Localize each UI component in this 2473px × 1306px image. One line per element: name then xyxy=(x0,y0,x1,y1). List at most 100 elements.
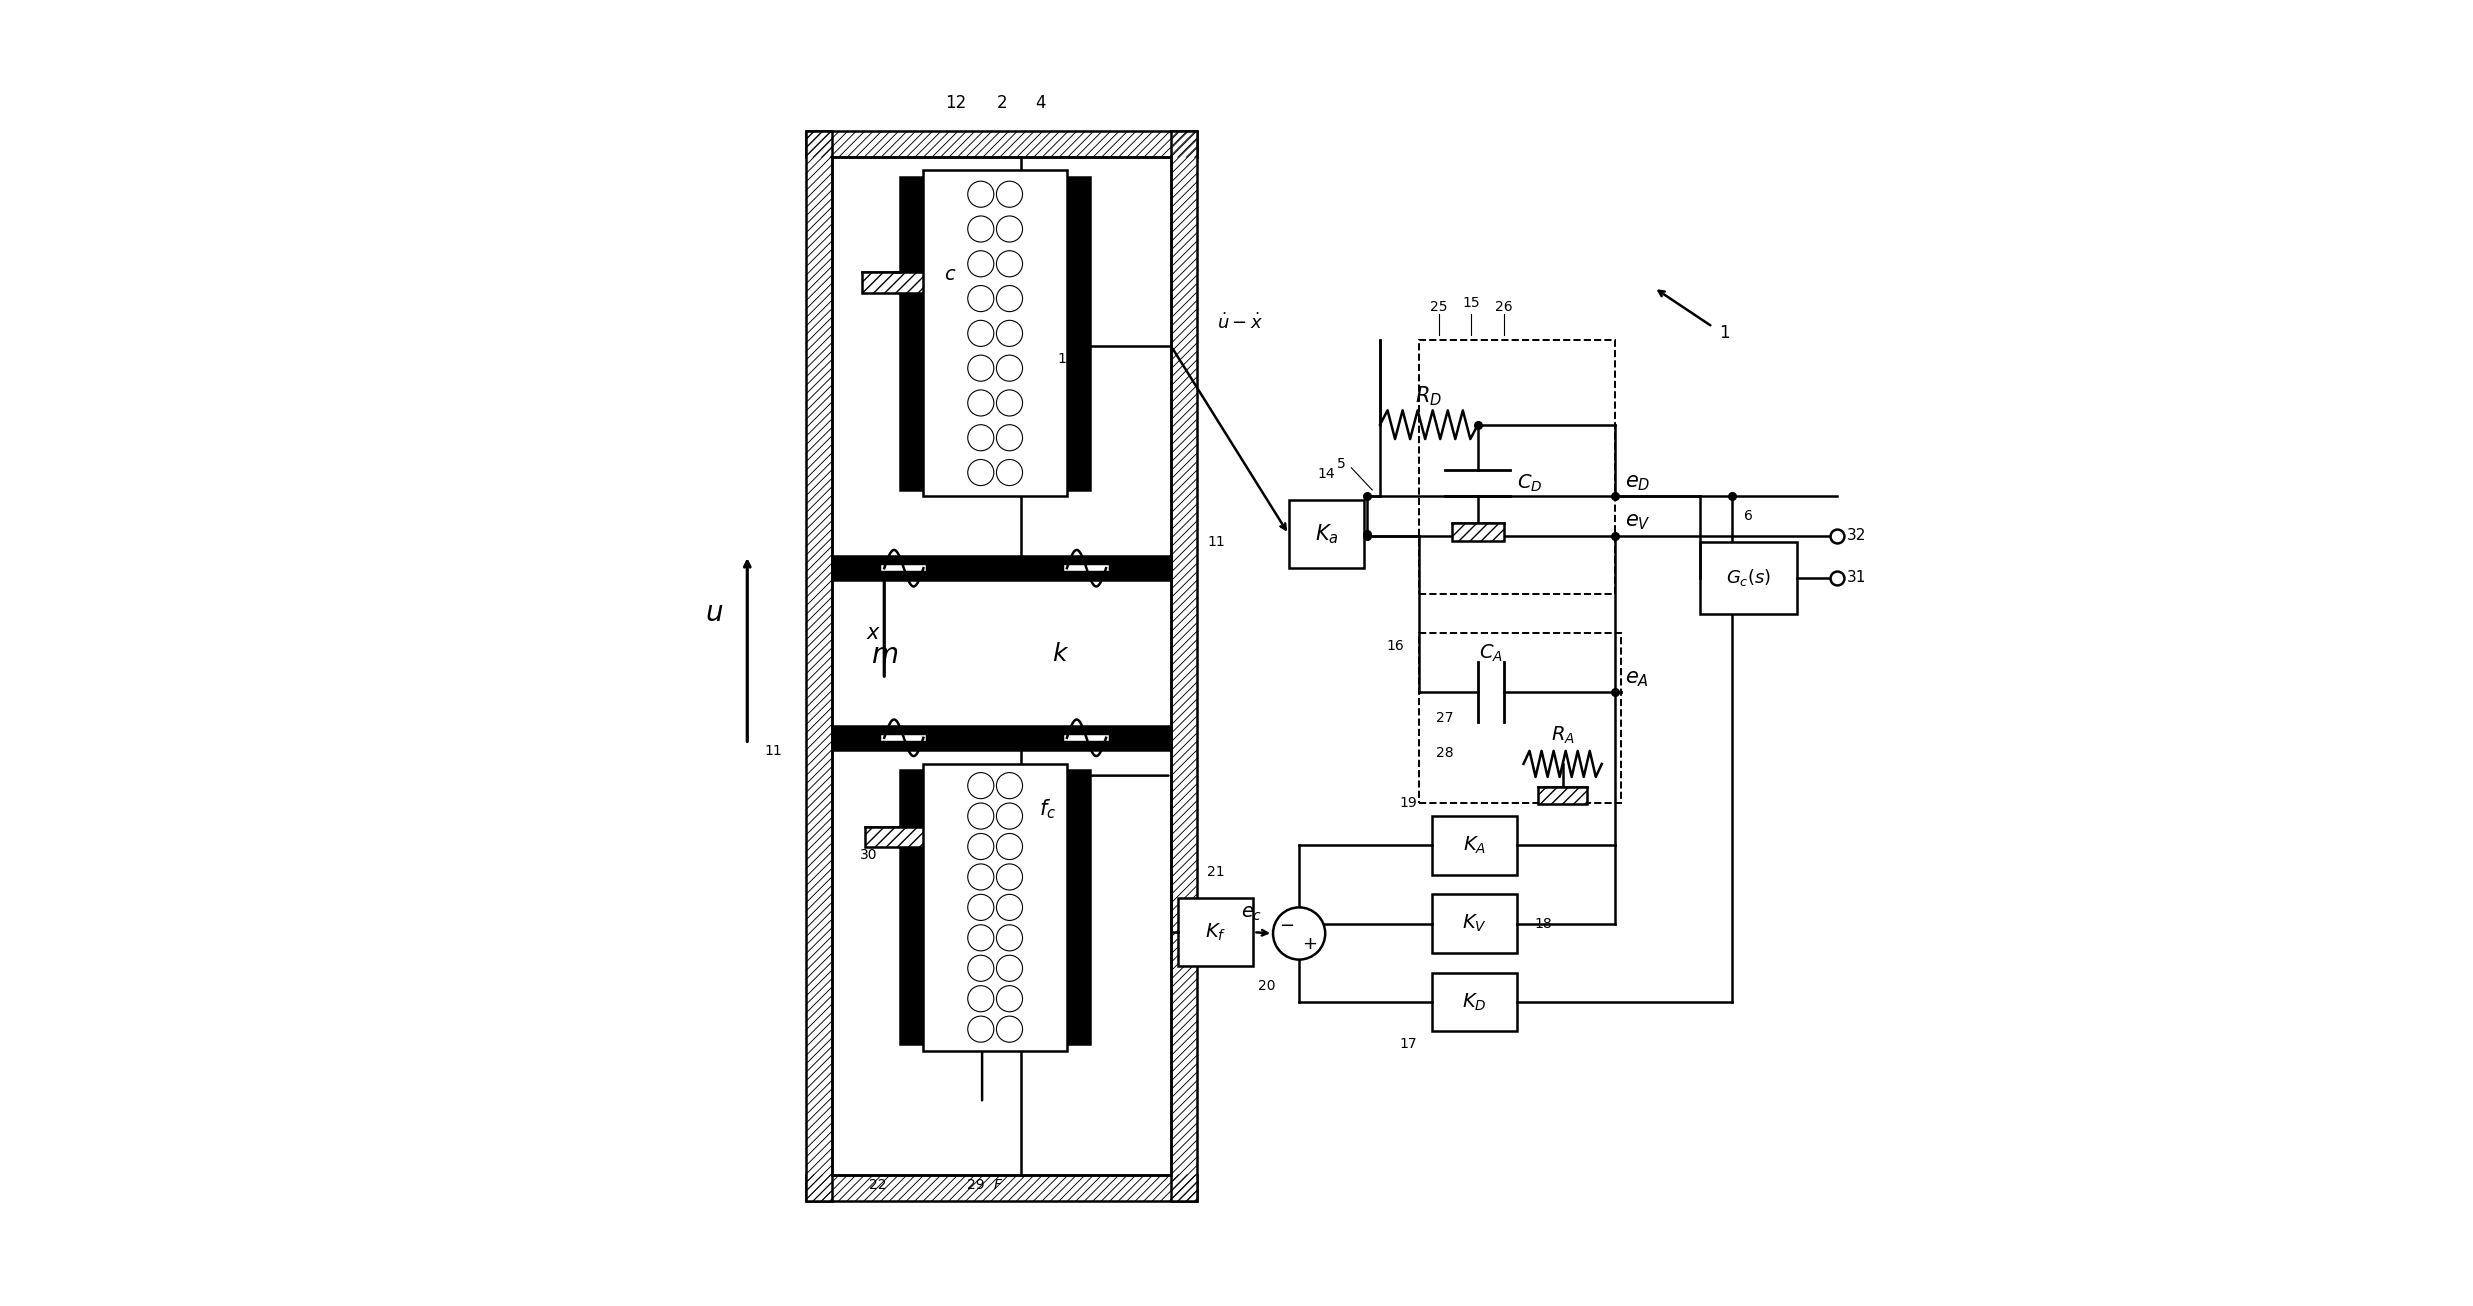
Circle shape xyxy=(997,773,1021,799)
Bar xyxy=(863,272,927,293)
Bar xyxy=(1432,816,1516,875)
Text: 19: 19 xyxy=(1400,797,1417,810)
Bar xyxy=(806,1175,1197,1202)
Text: $C_A$: $C_A$ xyxy=(1479,643,1504,663)
Bar xyxy=(1420,340,1615,594)
Circle shape xyxy=(967,460,994,486)
Circle shape xyxy=(967,251,994,277)
Text: $e_D$: $e_D$ xyxy=(1625,474,1649,494)
Bar xyxy=(1066,176,1091,490)
Text: $R_A$: $R_A$ xyxy=(1551,725,1575,746)
Circle shape xyxy=(967,895,994,921)
Text: $R_D$: $R_D$ xyxy=(1415,384,1442,407)
Circle shape xyxy=(997,460,1021,486)
Circle shape xyxy=(997,955,1021,981)
Bar xyxy=(1432,895,1516,953)
Text: 1: 1 xyxy=(1719,324,1729,342)
Text: 18: 18 xyxy=(1533,917,1553,931)
Text: 14: 14 xyxy=(1318,466,1335,481)
Text: 26: 26 xyxy=(1496,300,1513,315)
Text: 6: 6 xyxy=(1743,508,1753,522)
Bar xyxy=(900,771,922,1045)
Circle shape xyxy=(967,803,994,829)
Text: 11: 11 xyxy=(764,744,781,757)
Text: $c$: $c$ xyxy=(945,265,957,283)
Bar xyxy=(806,131,831,1202)
Text: $K_A$: $K_A$ xyxy=(1464,835,1486,855)
Bar xyxy=(1452,522,1504,541)
Bar xyxy=(866,827,930,848)
Bar xyxy=(922,170,1066,496)
Text: $K_V$: $K_V$ xyxy=(1462,913,1486,934)
Bar xyxy=(831,157,1172,1175)
Text: $e_V$: $e_V$ xyxy=(1625,513,1652,533)
Bar xyxy=(922,764,1066,1051)
Text: 31: 31 xyxy=(1847,571,1867,585)
Bar xyxy=(1538,788,1588,804)
Circle shape xyxy=(997,215,1021,242)
Bar xyxy=(831,726,1172,750)
Text: 22: 22 xyxy=(868,1178,885,1192)
Text: 11: 11 xyxy=(1207,535,1227,549)
Text: 17: 17 xyxy=(1400,1037,1417,1051)
Text: $G_c(s)$: $G_c(s)$ xyxy=(1726,568,1771,589)
Circle shape xyxy=(967,955,994,981)
Circle shape xyxy=(967,424,994,451)
Text: $x$: $x$ xyxy=(866,624,880,643)
Text: $K_a$: $K_a$ xyxy=(1316,522,1338,546)
Circle shape xyxy=(967,355,994,381)
Bar xyxy=(1420,633,1622,803)
Circle shape xyxy=(997,390,1021,417)
Circle shape xyxy=(997,803,1021,829)
Bar xyxy=(806,131,1197,157)
Text: 25: 25 xyxy=(1429,300,1447,315)
Circle shape xyxy=(997,833,1021,859)
Circle shape xyxy=(967,1016,994,1042)
Circle shape xyxy=(997,182,1021,208)
Circle shape xyxy=(997,251,1021,277)
Circle shape xyxy=(967,390,994,417)
Bar xyxy=(900,176,922,490)
Text: 29: 29 xyxy=(967,1178,984,1192)
Circle shape xyxy=(997,986,1021,1012)
Bar xyxy=(1432,973,1516,1032)
Bar xyxy=(831,157,1172,1175)
Circle shape xyxy=(967,182,994,208)
Bar xyxy=(1066,771,1091,1045)
Text: $C_D$: $C_D$ xyxy=(1516,473,1543,494)
Circle shape xyxy=(997,355,1021,381)
Text: 30: 30 xyxy=(861,848,878,862)
Text: $e_c$: $e_c$ xyxy=(1241,905,1264,923)
Text: $K_f$: $K_f$ xyxy=(1204,922,1227,943)
Text: $e_A$: $e_A$ xyxy=(1625,669,1649,688)
Text: F: F xyxy=(994,1178,1002,1192)
Circle shape xyxy=(967,925,994,951)
Circle shape xyxy=(997,424,1021,451)
Text: $K_D$: $K_D$ xyxy=(1462,991,1486,1012)
Circle shape xyxy=(997,320,1021,346)
Bar xyxy=(1699,542,1798,614)
Circle shape xyxy=(997,286,1021,312)
Circle shape xyxy=(967,863,994,889)
Circle shape xyxy=(997,863,1021,889)
Circle shape xyxy=(997,1016,1021,1042)
Circle shape xyxy=(967,286,994,312)
Bar xyxy=(1288,500,1365,568)
Text: 12: 12 xyxy=(945,94,967,111)
Circle shape xyxy=(997,895,1021,921)
Text: $m$: $m$ xyxy=(870,643,898,669)
Circle shape xyxy=(967,215,994,242)
Text: 13: 13 xyxy=(1058,353,1076,367)
Text: 27: 27 xyxy=(1437,712,1454,725)
Bar xyxy=(831,556,1172,580)
Bar xyxy=(1177,899,1254,966)
Text: $k$: $k$ xyxy=(1051,643,1068,666)
Text: 2: 2 xyxy=(997,94,1007,111)
Text: $f_c$: $f_c$ xyxy=(1039,798,1056,821)
Circle shape xyxy=(997,925,1021,951)
Text: 4: 4 xyxy=(1036,94,1046,111)
Text: $-$: $-$ xyxy=(1279,916,1293,934)
Circle shape xyxy=(967,986,994,1012)
Text: 15: 15 xyxy=(1462,296,1481,311)
Text: 3: 3 xyxy=(1066,874,1076,888)
